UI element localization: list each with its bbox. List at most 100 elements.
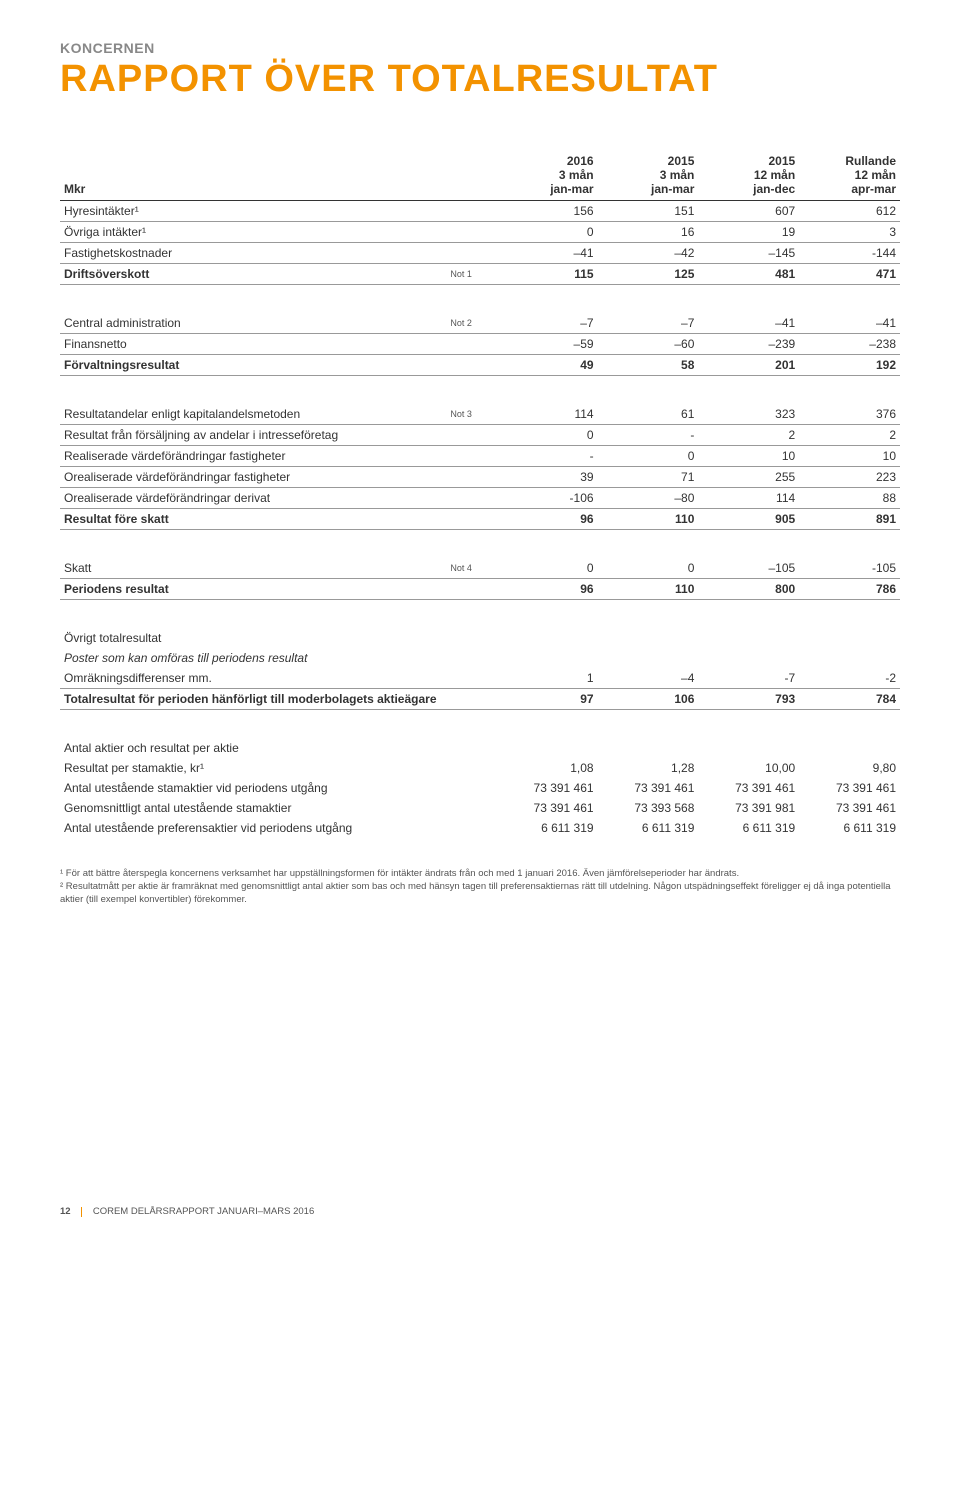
table-row: Övrigt totalresultat bbox=[60, 628, 900, 648]
row-value: 0 bbox=[598, 558, 699, 579]
row-note bbox=[446, 334, 496, 355]
row-value: 10 bbox=[799, 446, 900, 467]
row-value: –7 bbox=[598, 313, 699, 334]
row-value: 6 611 319 bbox=[598, 818, 699, 838]
row-value: 323 bbox=[698, 404, 799, 425]
row-label: Antal utestående stamaktier vid perioden… bbox=[60, 778, 446, 798]
row-note bbox=[446, 689, 496, 710]
row-label: Poster som kan omföras till periodens re… bbox=[60, 648, 446, 668]
table-row: Hyresintäkter¹156151607612 bbox=[60, 201, 900, 222]
row-value bbox=[698, 648, 799, 668]
row-value: 73 391 461 bbox=[598, 778, 699, 798]
row-label: Orealiserade värdeförändringar derivat bbox=[60, 488, 446, 509]
pretitle: KONCERNEN bbox=[60, 40, 900, 56]
row-label: Driftsöverskott bbox=[60, 264, 446, 285]
row-value: 201 bbox=[698, 355, 799, 376]
row-note bbox=[446, 509, 496, 530]
table-row: Fastighetskostnader–41–42–145-144 bbox=[60, 243, 900, 264]
table-row: Antal utestående preferensaktier vid per… bbox=[60, 818, 900, 838]
row-value: 255 bbox=[698, 467, 799, 488]
row-value: 9,80 bbox=[799, 758, 900, 778]
row-label: Resultat per stamaktie, kr¹ bbox=[60, 758, 446, 778]
page-container: KONCERNEN RAPPORT ÖVER TOTALRESULTAT Mkr… bbox=[0, 0, 960, 1267]
row-value: 1,28 bbox=[598, 758, 699, 778]
row-value: -144 bbox=[799, 243, 900, 264]
row-note: Not 1 bbox=[446, 264, 496, 285]
row-value: 110 bbox=[598, 579, 699, 600]
row-label: Realiserade värdeförändringar fastighete… bbox=[60, 446, 446, 467]
row-value: 114 bbox=[698, 488, 799, 509]
table-row: Poster som kan omföras till periodens re… bbox=[60, 648, 900, 668]
row-note bbox=[446, 488, 496, 509]
table-row: Orealiserade värdeförändringar fastighet… bbox=[60, 467, 900, 488]
table-row: Antal utestående stamaktier vid perioden… bbox=[60, 778, 900, 798]
table-row: Resultat per stamaktie, kr¹1,081,2810,00… bbox=[60, 758, 900, 778]
col-header-2: 2015 3 mån jan-mar bbox=[598, 151, 699, 201]
row-value: -7 bbox=[698, 668, 799, 689]
row-value: 786 bbox=[799, 579, 900, 600]
table-row: Periodens resultat96110800786 bbox=[60, 579, 900, 600]
row-note bbox=[446, 628, 496, 648]
table-row: DriftsöverskottNot 1115125481471 bbox=[60, 264, 900, 285]
row-note bbox=[446, 798, 496, 818]
table-row: Antal aktier och resultat per aktie bbox=[60, 738, 900, 758]
row-value: –42 bbox=[598, 243, 699, 264]
row-value: 793 bbox=[698, 689, 799, 710]
row-value: –60 bbox=[598, 334, 699, 355]
row-note bbox=[446, 201, 496, 222]
row-note: Not 2 bbox=[446, 313, 496, 334]
row-value: -2 bbox=[799, 668, 900, 689]
row-label: Antal utestående preferensaktier vid per… bbox=[60, 818, 446, 838]
row-value: 73 391 461 bbox=[497, 778, 598, 798]
row-note bbox=[446, 818, 496, 838]
row-label: Resultat från försäljning av andelar i i… bbox=[60, 425, 446, 446]
table-row: Finansnetto–59–60–239–238 bbox=[60, 334, 900, 355]
row-note bbox=[446, 668, 496, 689]
table-row bbox=[60, 600, 900, 629]
row-value: 891 bbox=[799, 509, 900, 530]
row-label: Övrigt totalresultat bbox=[60, 628, 446, 648]
row-value: –145 bbox=[698, 243, 799, 264]
row-value: –41 bbox=[698, 313, 799, 334]
table-row: Central administrationNot 2–7–7–41–41 bbox=[60, 313, 900, 334]
footer-divider-icon bbox=[81, 1207, 82, 1217]
table-row bbox=[60, 285, 900, 314]
row-value: 481 bbox=[698, 264, 799, 285]
table-row: Övriga intäkter¹016193 bbox=[60, 222, 900, 243]
row-label: Skatt bbox=[60, 558, 446, 579]
row-note bbox=[446, 778, 496, 798]
row-value: –80 bbox=[598, 488, 699, 509]
row-label: Totalresultat för perioden hänförligt ti… bbox=[60, 689, 446, 710]
table-row bbox=[60, 710, 900, 739]
table-body: Hyresintäkter¹156151607612Övriga intäkte… bbox=[60, 201, 900, 839]
row-value: 2 bbox=[799, 425, 900, 446]
row-value bbox=[497, 738, 598, 758]
row-label: Förvaltningsresultat bbox=[60, 355, 446, 376]
row-value: –4 bbox=[598, 668, 699, 689]
row-value: 73 391 461 bbox=[799, 798, 900, 818]
row-value: –105 bbox=[698, 558, 799, 579]
row-value: - bbox=[497, 446, 598, 467]
footer-text: COREM DELÅRSRAPPORT JANUARI–MARS 2016 bbox=[93, 1206, 314, 1217]
row-note bbox=[446, 579, 496, 600]
table-row bbox=[60, 376, 900, 405]
row-value: 73 391 461 bbox=[698, 778, 799, 798]
table-header: Mkr 2016 3 mån jan-mar 2015 3 mån jan-ma… bbox=[60, 151, 900, 201]
row-value: 1 bbox=[497, 668, 598, 689]
footnote-1: ¹ För att bättre återspegla koncernens v… bbox=[60, 868, 900, 881]
row-value: -106 bbox=[497, 488, 598, 509]
row-value: 73 393 568 bbox=[598, 798, 699, 818]
row-label: Orealiserade värdeförändringar fastighet… bbox=[60, 467, 446, 488]
row-value: 106 bbox=[598, 689, 699, 710]
table-row: Genomsnittligt antal utestående stamakti… bbox=[60, 798, 900, 818]
row-label: Antal aktier och resultat per aktie bbox=[60, 738, 446, 758]
row-value: –239 bbox=[698, 334, 799, 355]
footnotes: ¹ För att bättre återspegla koncernens v… bbox=[60, 868, 900, 906]
table-row: SkattNot 400–105-105 bbox=[60, 558, 900, 579]
row-value bbox=[799, 628, 900, 648]
row-value: 19 bbox=[698, 222, 799, 243]
row-value bbox=[698, 738, 799, 758]
table-row: Realiserade värdeförändringar fastighete… bbox=[60, 446, 900, 467]
row-label: Omräkningsdifferenser mm. bbox=[60, 668, 446, 689]
table-row: Förvaltningsresultat4958201192 bbox=[60, 355, 900, 376]
